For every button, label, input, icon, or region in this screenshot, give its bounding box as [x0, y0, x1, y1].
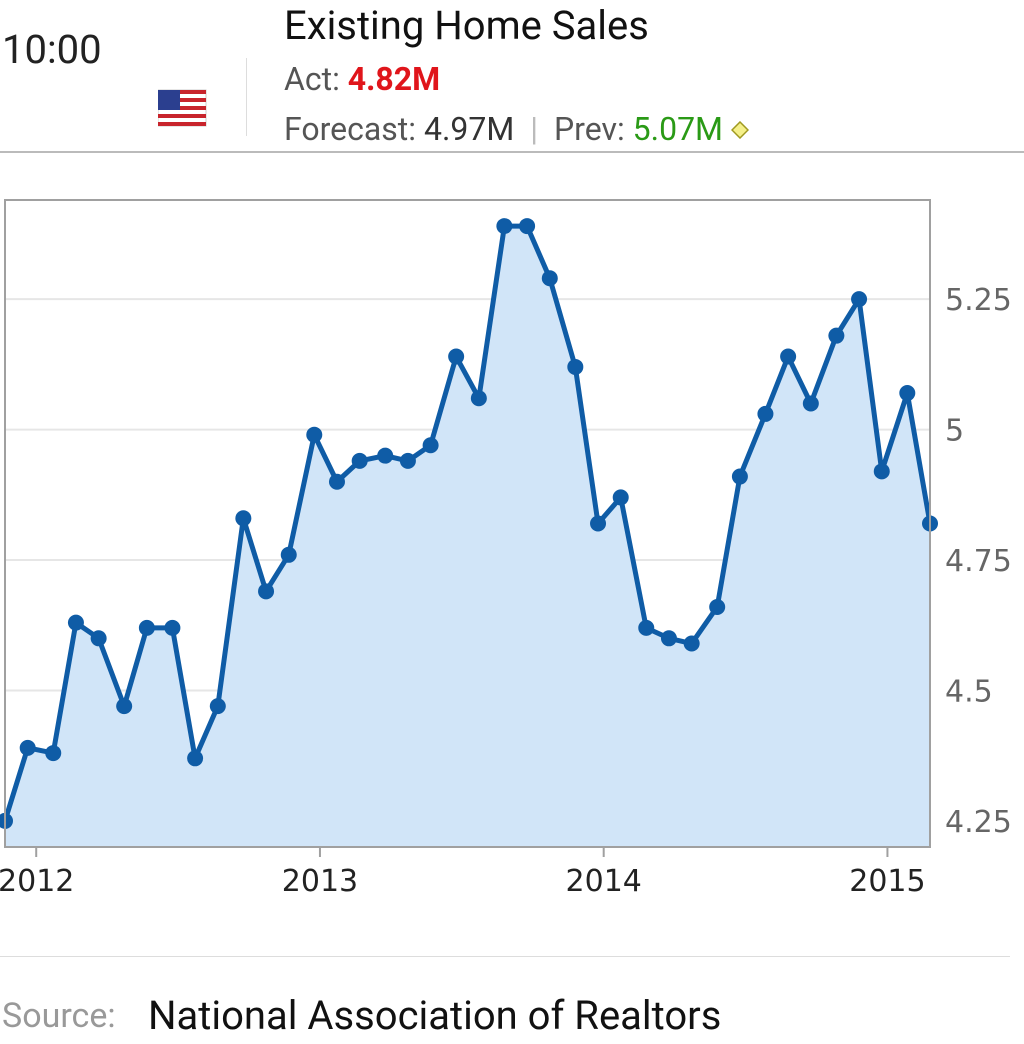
previous-value: 5.07M — [632, 110, 723, 148]
forecast-row: Forecast: 4.97M | Prev: 5.07M — [284, 110, 749, 148]
point — [138, 619, 155, 636]
point — [470, 390, 487, 407]
point — [899, 385, 916, 402]
point — [638, 619, 655, 636]
point — [0, 812, 13, 829]
actual-row: Act: 4.82M — [284, 60, 440, 98]
y-tick-label: 4.75 — [945, 544, 1012, 579]
header-border — [0, 151, 1024, 153]
chart: 4.25 4.5 4.75 5 5.25 2012 2013 2014 2015 — [0, 199, 1012, 899]
point — [851, 291, 868, 308]
divider — [246, 58, 247, 136]
point — [116, 698, 133, 715]
y-tick-label: 4.5 — [945, 674, 993, 709]
point — [351, 452, 368, 469]
y-tick-label: 4.25 — [945, 805, 1012, 840]
point — [780, 348, 797, 365]
separator: | — [530, 110, 539, 148]
point — [90, 630, 107, 647]
point — [164, 619, 181, 636]
x-tick-label: 2014 — [566, 864, 642, 899]
y-tick-label: 5 — [945, 414, 964, 449]
x-tick-label: 2015 — [849, 864, 925, 899]
x-tick-label: 2012 — [0, 864, 74, 899]
point — [422, 437, 439, 454]
actual-value: 4.82M — [347, 60, 441, 98]
point — [519, 218, 536, 235]
point — [306, 426, 323, 443]
point — [67, 614, 84, 631]
event-time: 10:00 — [2, 26, 102, 73]
point — [328, 473, 345, 490]
plot-border — [4, 199, 931, 848]
point — [683, 635, 700, 652]
previous-label: Prev: — [553, 110, 625, 148]
point — [828, 327, 845, 344]
point — [258, 583, 275, 600]
point — [187, 750, 204, 767]
forecast-value: 4.97M — [423, 110, 515, 148]
point — [399, 452, 416, 469]
point — [448, 348, 465, 365]
source-text: National Association of Realtors — [148, 992, 722, 1039]
point — [660, 630, 677, 647]
point — [590, 515, 607, 532]
area — [5, 226, 930, 847]
point — [377, 447, 394, 464]
point — [757, 405, 774, 422]
point — [541, 270, 558, 287]
point — [235, 510, 252, 527]
point — [567, 358, 584, 375]
line — [2, 223, 933, 822]
point — [45, 745, 62, 762]
point — [209, 698, 226, 715]
source-label: Source: — [2, 996, 116, 1036]
point — [709, 598, 726, 615]
revision-icon — [730, 120, 749, 139]
event-title: Existing Home Sales — [284, 2, 649, 49]
forecast-label: Forecast: — [284, 110, 417, 148]
point — [873, 463, 890, 480]
point — [612, 489, 629, 506]
x-tick-label: 2013 — [282, 864, 358, 899]
point — [802, 395, 819, 412]
flag-icon — [158, 89, 207, 127]
point — [731, 468, 748, 485]
point — [280, 546, 297, 563]
y-tick-label: 5.25 — [945, 283, 1012, 318]
point — [496, 218, 513, 235]
actual-label: Act: — [284, 60, 340, 98]
footer-divider — [0, 956, 1010, 957]
point — [19, 739, 36, 756]
